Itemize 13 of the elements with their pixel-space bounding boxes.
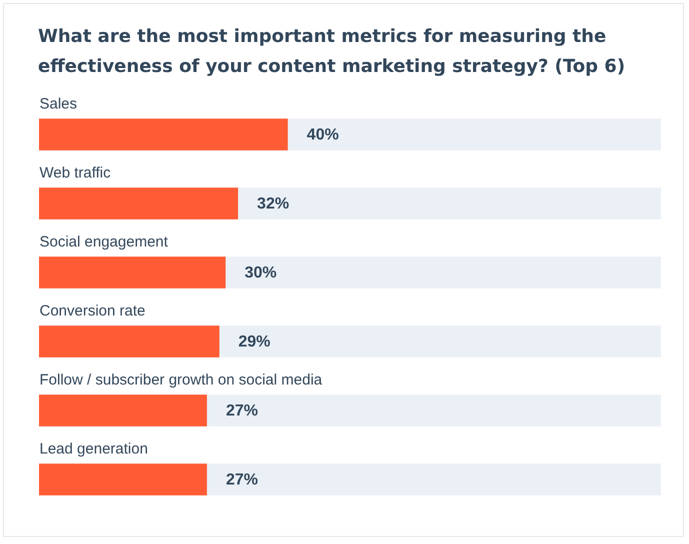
chart-title: What are the most important metrics for measuring the effectiveness of your content marketing strategy? (Top 6)	[38, 25, 626, 79]
y-tick-label: Social engagement	[40, 234, 169, 250]
data-label: 29%	[238, 334, 270, 350]
data-label: 32%	[257, 196, 290, 212]
y-tick-label: Sales	[40, 96, 78, 112]
y-tick-label: Web traffic	[40, 164, 112, 182]
y-tick-label: Conversion rate	[40, 302, 146, 320]
y-tick-label: Lead generation	[40, 440, 148, 458]
data-label: 27%	[226, 402, 258, 420]
data-label: 40%	[306, 126, 339, 144]
data-label: 27%	[226, 472, 258, 488]
y-tick-label: Follow / subscriber growth on social media	[40, 372, 323, 388]
data-label: 30%	[244, 264, 277, 282]
